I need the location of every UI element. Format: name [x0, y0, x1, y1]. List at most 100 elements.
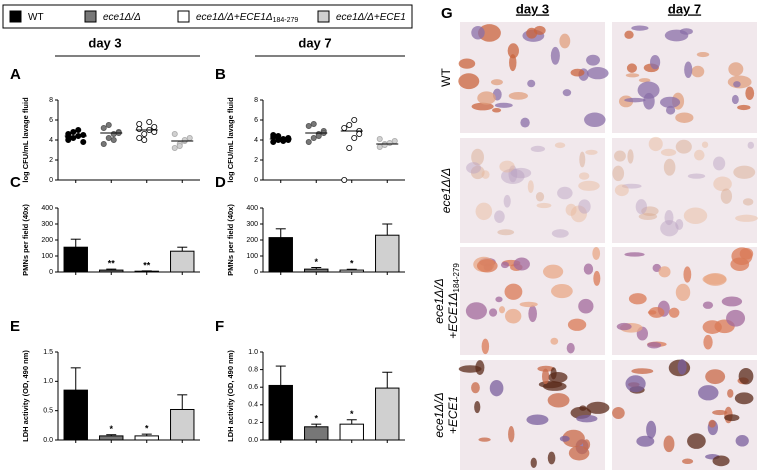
cell [586, 67, 609, 80]
data-point [110, 130, 117, 137]
data-point [171, 130, 178, 137]
cell [636, 435, 655, 447]
y-tick-label: 0.5 [43, 408, 53, 415]
y-tick-label: 1.5 [43, 349, 53, 356]
data-point [275, 132, 282, 139]
data-point [105, 122, 112, 129]
bar [99, 435, 124, 441]
cell [530, 457, 537, 469]
cell [624, 97, 646, 103]
bar [268, 384, 293, 441]
micrograph [460, 138, 605, 243]
data-point [381, 141, 388, 148]
cell [520, 117, 530, 128]
cell [509, 54, 517, 72]
y-tick-label: 300 [41, 221, 53, 228]
cell [499, 160, 515, 173]
cell [647, 310, 657, 315]
legend-swatch [177, 10, 190, 23]
cell [738, 368, 754, 385]
legend-label: ece1Δ/Δ+ECE1 [336, 12, 406, 23]
cell [466, 162, 482, 174]
day-header: day 7 [298, 35, 331, 50]
cell [527, 180, 534, 193]
y-tick-label: 0.8 [248, 366, 258, 373]
cell [481, 170, 490, 179]
cell [698, 385, 719, 401]
cell [562, 429, 585, 448]
cell [583, 263, 594, 275]
data-point [186, 134, 193, 141]
cell [551, 229, 569, 238]
legend-label: ece1Δ/Δ [103, 12, 141, 23]
data-point [80, 131, 87, 138]
bar [375, 387, 400, 441]
data-point [65, 133, 72, 140]
cell [458, 73, 480, 90]
y-tick-label: 0.4 [248, 402, 258, 409]
data-point [305, 123, 312, 130]
cell [734, 392, 754, 405]
bar [63, 389, 88, 441]
data-point [376, 135, 383, 142]
data-point [80, 138, 87, 145]
cell [582, 439, 591, 450]
cell [739, 247, 754, 260]
y-tick-label: 2 [49, 157, 53, 164]
cell [584, 112, 606, 127]
cell [625, 73, 640, 78]
cell [550, 337, 559, 345]
significance-label: ** [143, 260, 151, 270]
y-tick-label: 1.0 [43, 378, 53, 385]
bar [99, 269, 124, 273]
cell [731, 94, 739, 105]
y-tick-label: 200 [41, 237, 53, 244]
row-label-line: ece1Δ/Δ [432, 278, 446, 323]
data-point [70, 128, 77, 135]
cell [627, 149, 634, 164]
y-tick-label: 4 [49, 137, 53, 144]
cell [612, 406, 625, 420]
cell [476, 259, 498, 273]
cell [668, 307, 680, 318]
data-point [310, 121, 317, 128]
y-axis-label: LDH activity (OD, 490 nm) [226, 350, 235, 442]
y-tick-label: 200 [246, 237, 258, 244]
y-axis-label: log CFU/mL lavage fluid [21, 97, 30, 183]
cell [625, 375, 646, 393]
y-tick-label: 6 [254, 117, 258, 124]
cell [510, 167, 532, 179]
significance-label: * [109, 424, 113, 434]
y-tick-label: 0.2 [248, 419, 258, 426]
data-point [141, 136, 148, 143]
cell [616, 322, 632, 331]
legend-label: WT [28, 12, 44, 23]
cell [458, 58, 476, 69]
cell [578, 172, 590, 180]
significance-label: * [350, 259, 354, 269]
cell [494, 102, 513, 108]
panel-label: F [215, 318, 224, 335]
cell [500, 261, 510, 269]
cell [471, 25, 485, 40]
day-header: day 3 [88, 35, 121, 50]
cell [492, 107, 502, 113]
cell [713, 156, 726, 171]
cell [576, 414, 598, 423]
data-point [100, 125, 107, 132]
row-label: ece1Δ/Δ+ECE1 [432, 392, 460, 437]
y-axis-label: PMNs per field (40x) [21, 204, 30, 276]
cell [712, 409, 728, 416]
bar [170, 250, 195, 273]
cell [624, 30, 634, 39]
data-point [146, 119, 153, 126]
legend-text: ece1Δ/Δ+ECE1 [336, 12, 406, 23]
cell [547, 393, 570, 408]
cell [733, 81, 741, 88]
panel-label: E [10, 318, 20, 335]
cell [503, 194, 511, 208]
cell [679, 28, 693, 35]
data-point [270, 131, 277, 138]
cell [570, 205, 587, 223]
cell [614, 150, 626, 162]
